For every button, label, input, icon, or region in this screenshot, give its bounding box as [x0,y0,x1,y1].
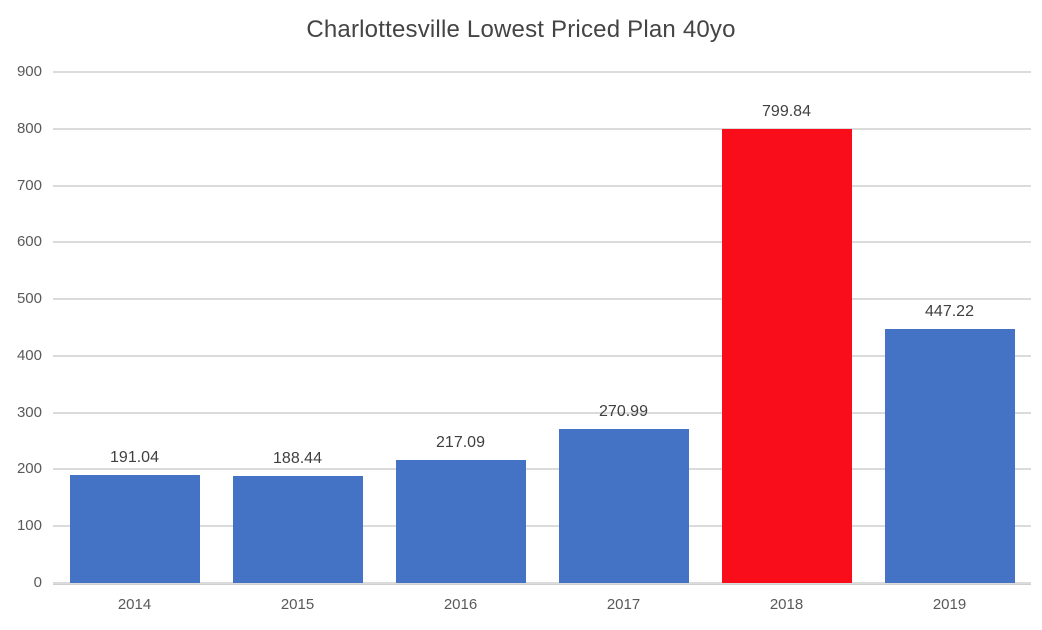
gridline [53,354,1031,357]
bar-2019 [884,329,1015,583]
gridline [53,241,1031,244]
bar-2018 [721,128,852,583]
gridline [53,127,1031,130]
bar-value-label: 188.44 [273,450,322,468]
gridline [53,298,1031,301]
plot-area: 0 100 200 300 400 500 600 700 800 900 191.04 2014 18… [17,63,1031,613]
bar-value-label: 217.09 [436,433,485,451]
gridline [53,71,1031,73]
x-tick-label: 2014 [117,596,152,613]
gridline [53,184,1031,187]
bar-value-label: 191.04 [110,448,159,466]
y-tick-label: 300 [16,403,42,421]
x-tick-label: 2019 [932,596,967,613]
x-tick-label: 2016 [443,596,478,613]
x-tick-label: 2018 [769,596,804,613]
y-tick-label: 500 [16,290,42,308]
gridline [53,411,1031,414]
x-tick-label: 2017 [606,596,641,613]
gridline [53,582,1031,584]
bar-value-label: 799.84 [762,102,811,120]
x-tick-label: 2015 [280,596,315,613]
chart-title: Charlottesville Lowest Priced Plan 40yo [306,16,736,43]
bar-2016 [395,459,526,583]
y-tick-label: 800 [16,119,42,137]
bar-2015 [232,476,363,583]
gridline [53,525,1031,528]
gridline [53,468,1031,471]
y-tick-label: 100 [16,517,42,535]
y-tick-label: 600 [16,233,42,251]
y-tick-label: 700 [16,176,42,194]
y-tick-label: 200 [16,460,42,478]
x-axis-line [53,583,1031,585]
bar-2017 [558,429,689,583]
y-tick-label: 0 [33,574,42,591]
y-tick-label: 900 [16,63,42,80]
bar-value-label: 447.22 [925,303,974,321]
y-tick-label: 400 [16,346,42,364]
bar-value-label: 270.99 [599,403,648,421]
bar-2014 [69,474,200,583]
